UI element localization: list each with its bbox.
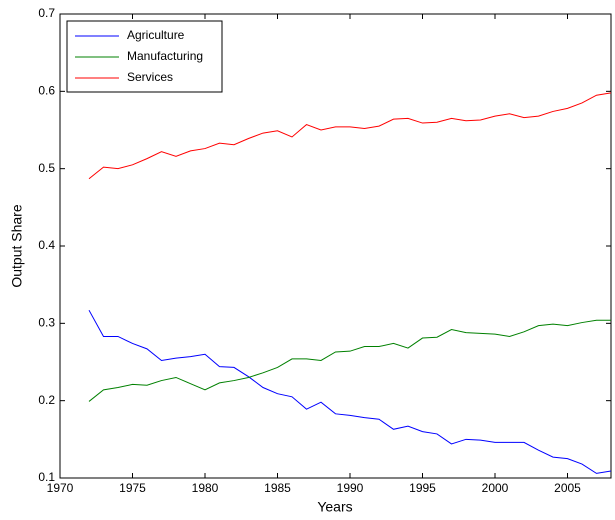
y-tick-label: 0.5 [38, 161, 55, 175]
x-tick-label: 1980 [192, 481, 219, 495]
x-axis-label: Years [317, 499, 352, 515]
x-tick-label: 1995 [409, 481, 436, 495]
legend-label: Agriculture [127, 28, 185, 42]
x-tick-label: 1970 [47, 481, 74, 495]
series-line [88, 319, 611, 402]
x-tick-label: 1990 [337, 481, 364, 495]
y-tick-label: 0.6 [38, 84, 55, 98]
y-tick-label: 0.3 [38, 316, 55, 330]
y-tick-label: 0.1 [38, 470, 55, 484]
x-tick-label: 1985 [264, 481, 291, 495]
x-tick-label: 2000 [482, 481, 509, 495]
y-tick-label: 0.7 [38, 6, 55, 20]
x-tick-label: 2005 [554, 481, 581, 495]
series-line [88, 92, 612, 180]
y-axis-label: Output Share [9, 204, 25, 287]
legend-label: Services [127, 70, 173, 84]
y-tick-label: 0.2 [38, 393, 55, 407]
series-line [88, 309, 612, 474]
legend-label: Manufacturing [127, 49, 203, 63]
x-tick-label: 1975 [119, 481, 146, 495]
y-tick-label: 0.4 [38, 238, 55, 252]
